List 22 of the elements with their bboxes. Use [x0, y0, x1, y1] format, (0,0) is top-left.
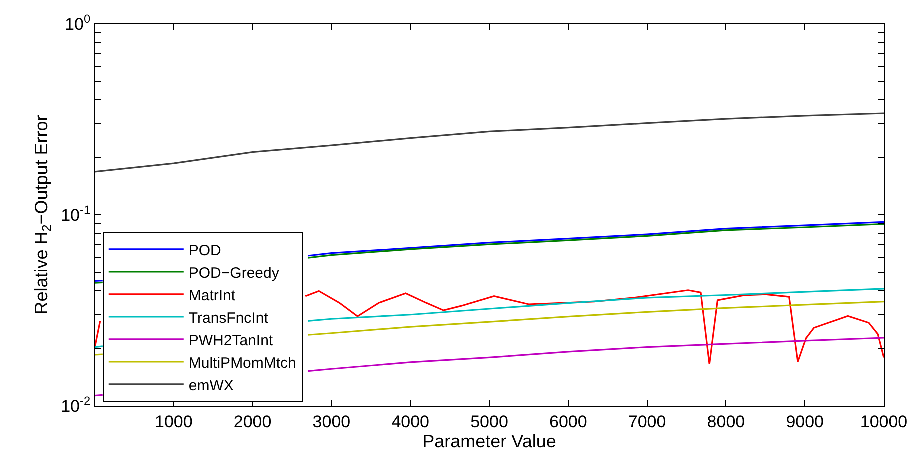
y-tick-label: 10$^{-2}$ [61, 394, 91, 416]
legend-label: MatrInt [188, 287, 236, 304]
y-tick-label: 10$^{0}$ [65, 12, 91, 34]
x-tick-label: 7000 [628, 412, 666, 432]
x-tick-label: 2000 [234, 412, 272, 432]
x-tick-label: 9000 [786, 412, 824, 432]
y-tick-label: 10$^{-1}$ [61, 202, 91, 225]
x-axis-title: Parameter Value [422, 432, 556, 452]
x-tick-label: 10000 [860, 412, 908, 432]
x-tick-label: 4000 [392, 412, 430, 432]
x-tick-label: 6000 [549, 412, 588, 432]
x-tick-label: 1000 [154, 412, 193, 432]
legend-label: POD−Greedy [188, 264, 280, 282]
legend-label: POD [188, 242, 222, 260]
legend-label: PWH2TanInt [188, 332, 274, 350]
legend-label: TransFncInt [188, 310, 270, 327]
legend-label: emWX [188, 377, 234, 394]
x-tick-label: 3000 [312, 412, 351, 432]
line-series [95, 112, 884, 173]
x-tick-label: 8000 [707, 412, 746, 432]
x-tick-label: 5000 [470, 412, 508, 432]
legend-label: MultiPMomMtch [188, 354, 296, 372]
